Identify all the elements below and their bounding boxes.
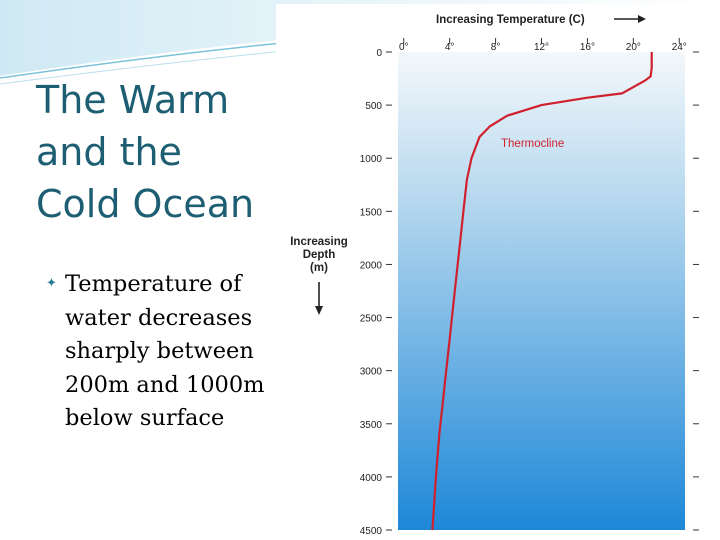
x-tick-label: 4° bbox=[445, 42, 455, 53]
x-tick-label: 20° bbox=[626, 42, 641, 53]
y-axis-title-line: Depth bbox=[303, 249, 336, 261]
y-tick-label: 1000 bbox=[360, 154, 383, 165]
bullet-line: 200m and 1000m bbox=[65, 371, 265, 398]
bullet-line: water decreases bbox=[65, 304, 253, 331]
y-axis-title-line: (m) bbox=[310, 262, 328, 274]
x-tick-label: 8° bbox=[491, 42, 501, 53]
x-tick-label: 24° bbox=[672, 42, 687, 53]
slide-title-line: Cold Ocean bbox=[36, 182, 255, 226]
y-tick-label: 0 bbox=[376, 48, 382, 59]
x-axis-title: Increasing Temperature (C) bbox=[436, 14, 585, 26]
slide-title: The Warm and the Cold Ocean bbox=[36, 74, 286, 230]
bullet-point: ✦ Temperature of water decreases sharply… bbox=[46, 268, 276, 436]
y-tick-label: 3500 bbox=[360, 420, 383, 431]
temperature-depth-chart: 0° 4° 8° 12° 16° 20° 24° 0 500 1000 1500 2000 2500 3… bbox=[276, 4, 720, 540]
y-tick-label: 4500 bbox=[360, 526, 383, 537]
x-tick-label: 16° bbox=[580, 42, 595, 53]
y-tick-label: 2500 bbox=[360, 314, 383, 325]
y-tick-label: 4000 bbox=[360, 473, 383, 484]
y-axis-title-line: Increasing bbox=[290, 236, 348, 248]
x-axis: 0° 4° 8° 12° 16° 20° 24° bbox=[399, 38, 687, 53]
bullet-line: Temperature of bbox=[65, 271, 242, 297]
sparkle-bullet-icon: ✦ bbox=[46, 276, 57, 291]
right-arrow-icon bbox=[614, 15, 646, 23]
bullet-text: Temperature of water decreases sharply b… bbox=[65, 268, 280, 436]
y-tick-label: 1500 bbox=[360, 207, 383, 218]
water-column bbox=[398, 52, 685, 530]
y-tick-label: 3000 bbox=[360, 367, 383, 378]
down-arrow-icon bbox=[315, 282, 323, 315]
temperature-curve bbox=[431, 52, 653, 531]
x-tick-label: 0° bbox=[399, 42, 409, 53]
bullet-line: below surface bbox=[65, 405, 225, 431]
slide-title-line: The Warm bbox=[36, 78, 230, 122]
y-axis: 0 500 1000 1500 2000 2500 3000 3500 4000 4500 bbox=[360, 48, 699, 537]
y-tick-label: 500 bbox=[365, 101, 382, 112]
thermocline-label: Thermocline bbox=[501, 138, 564, 150]
slide-title-line: and the bbox=[36, 130, 182, 174]
x-tick-label: 12° bbox=[534, 42, 549, 53]
y-tick-label: 2000 bbox=[360, 260, 383, 271]
bullet-line: sharply between bbox=[65, 338, 254, 364]
